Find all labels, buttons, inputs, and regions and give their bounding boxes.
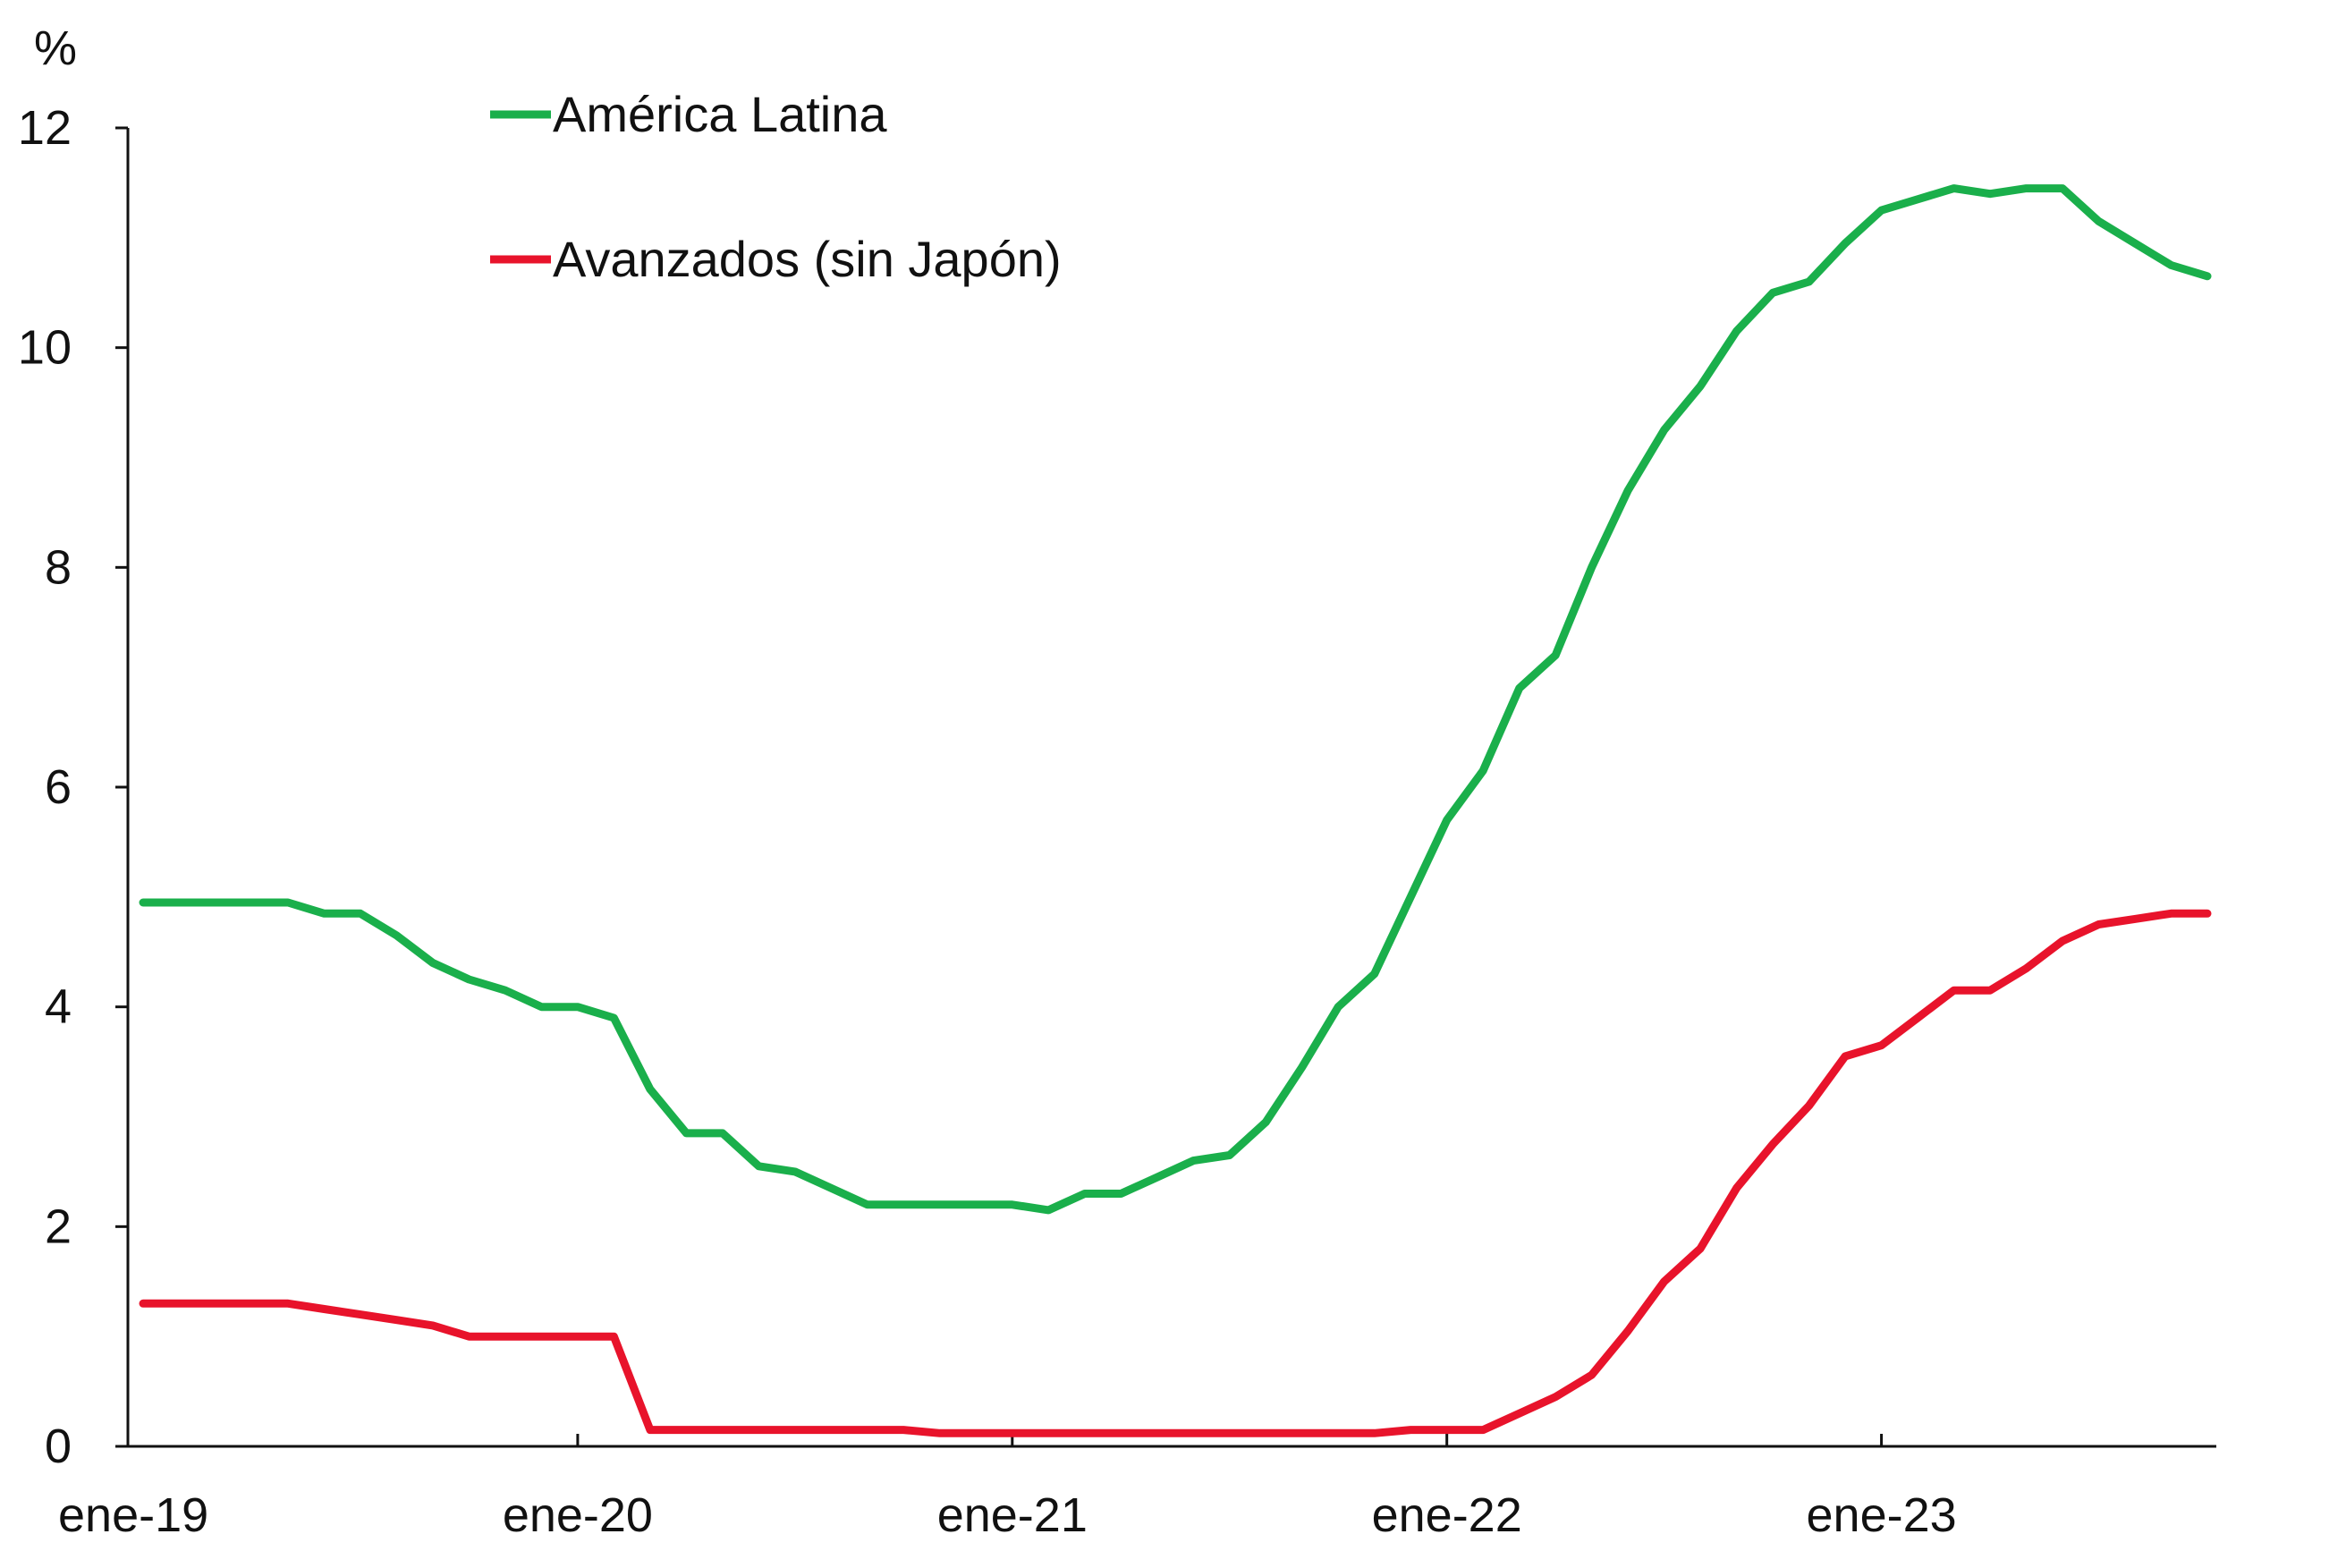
x-tick-label: ene-22 xyxy=(1372,1488,1522,1542)
y-tick-label: 12 xyxy=(18,101,72,155)
x-tick-label: ene-23 xyxy=(1807,1488,1957,1542)
x-tick-label: ene-19 xyxy=(58,1488,208,1542)
y-tick-label: 4 xyxy=(45,980,72,1034)
y-tick-label: 0 xyxy=(45,1420,72,1473)
legend: América Latina Avanzados (sin Japón) xyxy=(490,86,1062,287)
x-tick-label: ene-20 xyxy=(503,1488,653,1542)
series-lines xyxy=(139,184,2212,1437)
y-tick-label: 6 xyxy=(45,760,72,814)
y-tick-label: 8 xyxy=(45,540,72,594)
series-line-0 xyxy=(139,184,2212,1215)
series-line-1 xyxy=(139,909,2212,1437)
x-axis-ticks: ene-19 ene-20 ene-21 ene-22 ene-23 xyxy=(58,1434,1957,1542)
legend-label-avanzados: Avanzados (sin Japón) xyxy=(553,231,1062,287)
x-tick-label: ene-21 xyxy=(937,1488,1088,1542)
y-tick-label: 2 xyxy=(45,1199,72,1253)
legend-label-america-latina: América Latina xyxy=(553,86,887,142)
y-axis-ticks: 0 2 4 6 8 10 12 xyxy=(18,101,128,1473)
y-tick-label: 10 xyxy=(18,321,72,375)
y-axis-unit-label: % xyxy=(34,21,77,75)
